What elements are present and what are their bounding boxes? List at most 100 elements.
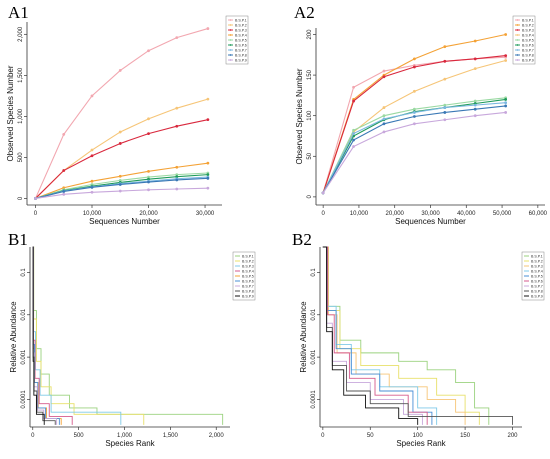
series-point (118, 130, 122, 134)
series-point (352, 128, 355, 132)
y-tick-label: 0.001 (21, 349, 27, 365)
series-point (412, 65, 416, 69)
series-point (321, 191, 325, 195)
series-point (62, 190, 66, 193)
legend-entry: B.S.P.8 (531, 289, 543, 293)
series-point (206, 27, 210, 30)
series-point (206, 97, 210, 101)
panel-label-b1: B1 (8, 230, 28, 249)
x-tick-label: 0 (34, 211, 38, 217)
series-point (175, 106, 179, 110)
y-axis-title: Relative Abundance (9, 301, 18, 373)
series-point (118, 189, 122, 193)
x-tick-label: 0 (31, 433, 35, 439)
series-line (32, 246, 45, 425)
panel-b2: B2 0 50 100 150 200 0.1 0.01 0.001 0.0001 Species … (292, 230, 545, 448)
series-point (206, 161, 210, 165)
legend-entry: B.S.P.1 (242, 254, 254, 258)
series-point (147, 180, 150, 184)
series-point (382, 117, 386, 121)
legend-entry: B.S.P.7 (522, 48, 534, 52)
series-point (504, 98, 508, 101)
y-tick-label: 0.1 (311, 268, 317, 277)
series-point (90, 190, 94, 194)
series-point (443, 118, 447, 122)
x-tick-label: 40,000 (457, 211, 476, 217)
legend-entry: B.S.P.9 (242, 294, 254, 298)
legend-entry: B.S.P.6 (242, 279, 254, 283)
legend-entry: B.S.P.8 (242, 289, 254, 293)
x-tick-label: 30,000 (421, 211, 440, 217)
legend: B.S.P.1B.S.P.2B.S.P.3B.S.P.4B.S.P.5B.S.P… (512, 15, 536, 65)
series-point (504, 54, 508, 58)
legend-marker (229, 39, 232, 41)
series-point (473, 99, 477, 103)
series-point (473, 114, 477, 118)
legend-entry: B.S.P.2 (522, 23, 534, 27)
panel-a2: A2 0 10,000 20,000 30,000 40,000 50,000 60,000 0… (294, 3, 548, 226)
y-tick-label: 500 (18, 152, 24, 163)
legend-marker (229, 49, 232, 51)
legend-box (512, 15, 536, 65)
series-point (473, 39, 477, 43)
legend-entry: B.S.P.1 (522, 18, 534, 22)
series-point (382, 122, 386, 126)
panel-label-b2: B2 (292, 230, 312, 249)
legend-marker (516, 59, 519, 61)
series-point (147, 177, 150, 181)
series-point (175, 178, 179, 182)
series-point (147, 132, 150, 136)
panel-a1: A1 0 10,000 20,000 30,000 0 500 1,000 1,500 2,000… (6, 3, 249, 226)
series-line (35, 162, 208, 199)
legend-entry: B.S.P.6 (235, 43, 247, 47)
series-line (322, 59, 506, 194)
series-point (206, 176, 210, 180)
legend-marker (229, 34, 232, 36)
y-tick-label: 0.01 (21, 308, 27, 320)
panel-b1: B1 0 500 1,000 1,500 2,000 0.1 0.01 0.001 0.0001 S… (8, 230, 256, 448)
series-point (62, 192, 66, 196)
series-point (504, 101, 508, 105)
legend-entry: B.S.P.3 (235, 28, 247, 32)
legend-marker (516, 29, 519, 31)
legend-box (521, 251, 545, 301)
series-point (382, 106, 386, 109)
x-tick-label: 10,000 (350, 211, 369, 217)
series-point (412, 111, 416, 114)
legend-entry: B.S.P.6 (531, 279, 543, 283)
series-point (504, 111, 508, 114)
series-point (382, 69, 386, 73)
legend-entry: B.S.P.1 (235, 18, 247, 22)
y-tick-label: 0.0001 (21, 390, 27, 409)
legend-entry: B.S.P.2 (235, 23, 247, 27)
series-line (322, 105, 506, 194)
series-point (443, 106, 447, 109)
legend-entry: B.S.P.4 (242, 269, 254, 273)
series-point (147, 188, 150, 192)
x-tick-label: 50,000 (493, 211, 512, 217)
legend-marker (229, 29, 232, 31)
series-line (32, 246, 145, 425)
series-point (206, 173, 210, 177)
y-tick-label: 0.0001 (311, 390, 317, 409)
panel-label-a2: A2 (294, 3, 315, 22)
legend-marker (229, 24, 232, 26)
series-point (90, 148, 94, 152)
series-point (443, 59, 447, 63)
series-point (118, 69, 122, 72)
series-point (382, 75, 386, 79)
x-tick-label: 1,000 (117, 433, 133, 439)
y-tick-label: 0.01 (311, 308, 317, 320)
y-tick-label: 0.001 (311, 349, 317, 365)
series-point (504, 33, 508, 36)
series-point (443, 77, 447, 81)
series-point (473, 103, 477, 107)
legend-marker (229, 19, 232, 21)
series-point (352, 138, 355, 142)
series-point (90, 179, 94, 183)
y-tick-label: 1,500 (18, 67, 24, 83)
legend-entry: B.S.P.7 (242, 284, 254, 288)
x-tick-label: 0 (321, 433, 325, 439)
x-axis-title: Species Rank (105, 439, 155, 448)
